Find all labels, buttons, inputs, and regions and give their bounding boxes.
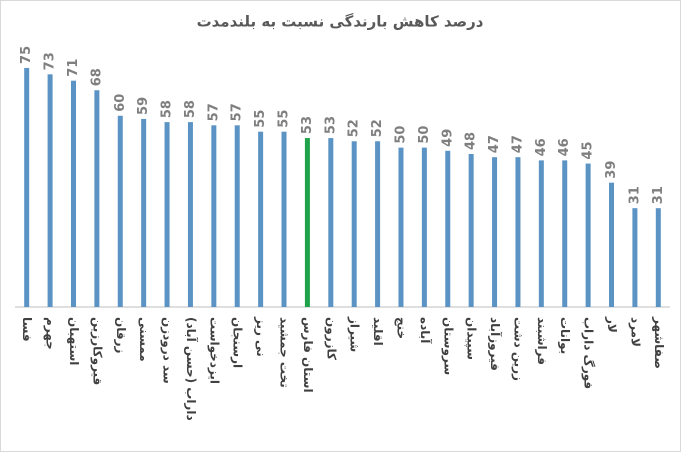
x-tick-label: فورگ داراب [581, 317, 597, 389]
x-tick-label: کازرون [323, 317, 338, 360]
value-label: 31 [627, 186, 642, 204]
bar [609, 182, 615, 307]
bar [141, 118, 147, 307]
value-label: 46 [557, 138, 572, 156]
value-label: 55 [277, 110, 292, 128]
bar [234, 125, 240, 307]
x-tick-label: فراشبند [535, 317, 549, 365]
value-label: 71 [66, 59, 81, 77]
x-tick-label: سد درودزن [160, 317, 175, 384]
x-tick-label: ایزدخواست [206, 317, 221, 384]
x-tick-label: آباده [418, 317, 433, 344]
value-label: 59 [136, 97, 151, 115]
bar [398, 147, 404, 307]
x-tick-label: فیروزآباد [487, 317, 503, 371]
bar [94, 90, 100, 307]
value-label: 55 [253, 110, 268, 128]
bar [655, 208, 661, 307]
value-label: 58 [183, 100, 198, 118]
x-tick-label: داراب (حسن آباد) [184, 317, 199, 421]
bar [24, 67, 30, 307]
x-tick-label: ممسنی [137, 317, 151, 362]
x-tick-label: استان فارس [301, 317, 315, 393]
x-tick-label: سروستان [440, 317, 455, 375]
x-tick-label: خنج [394, 317, 408, 339]
value-label: 50 [417, 126, 432, 144]
value-label: 39 [604, 161, 619, 179]
x-tick-label: تخت جمشید [278, 317, 292, 388]
value-label: 50 [393, 126, 408, 144]
value-label: 52 [347, 119, 362, 137]
bar [632, 208, 638, 307]
bar [585, 163, 591, 307]
x-tick-label: قیروکارزین [89, 317, 104, 385]
value-label: 60 [113, 94, 128, 112]
value-label: 48 [464, 132, 479, 150]
bar [562, 160, 568, 307]
value-label: 53 [300, 116, 315, 134]
x-tick-label: اقلید [371, 317, 385, 346]
bar [492, 157, 498, 307]
bar [421, 147, 427, 307]
value-label: 57 [206, 103, 221, 121]
x-tick-label: استهبان [67, 317, 81, 365]
bar [468, 154, 474, 307]
bar [117, 115, 123, 307]
bar [164, 122, 170, 307]
x-tick-label: ارسنجان [231, 317, 245, 368]
x-tick-label: فسا [20, 317, 34, 342]
bar [211, 125, 217, 307]
x-tick-label: لامرد [628, 317, 642, 347]
x-tick-label: جهرم [43, 317, 58, 350]
bar [258, 131, 264, 307]
x-tick-label: زرقان [114, 317, 128, 354]
bar [351, 141, 357, 307]
chart-title: درصد کاهش بارندگی نسبت به بلندمدت [197, 13, 484, 31]
x-tick-label: صفاشهر [652, 316, 666, 369]
value-label: 53 [323, 116, 338, 134]
bar [187, 122, 193, 307]
x-tick-label: شیراز [348, 316, 362, 352]
bar [281, 131, 287, 307]
value-label: 68 [89, 68, 104, 86]
value-label: 57 [230, 103, 245, 121]
value-label: 49 [440, 129, 455, 147]
value-label: 45 [581, 141, 596, 159]
bar [445, 150, 451, 307]
bar [328, 138, 334, 307]
x-tick-label: سپیدان [465, 317, 479, 360]
x-tick-label: نی ریز [254, 316, 268, 357]
bar [515, 157, 521, 307]
bar [538, 160, 544, 307]
bar [304, 138, 310, 307]
value-label: 58 [160, 100, 175, 118]
value-label: 46 [534, 138, 549, 156]
x-tick-label: بوانات [557, 317, 572, 354]
value-label: 52 [370, 119, 385, 137]
value-label: 47 [487, 135, 502, 153]
value-label: 75 [19, 46, 34, 64]
bar [70, 80, 76, 307]
bar [375, 141, 381, 307]
value-label: 31 [651, 186, 666, 204]
x-tick-label: لار [605, 316, 619, 333]
x-tick-label: زرین دشت [511, 317, 525, 381]
value-label: 73 [43, 52, 58, 70]
value-label: 47 [510, 135, 525, 153]
bar [47, 74, 53, 307]
